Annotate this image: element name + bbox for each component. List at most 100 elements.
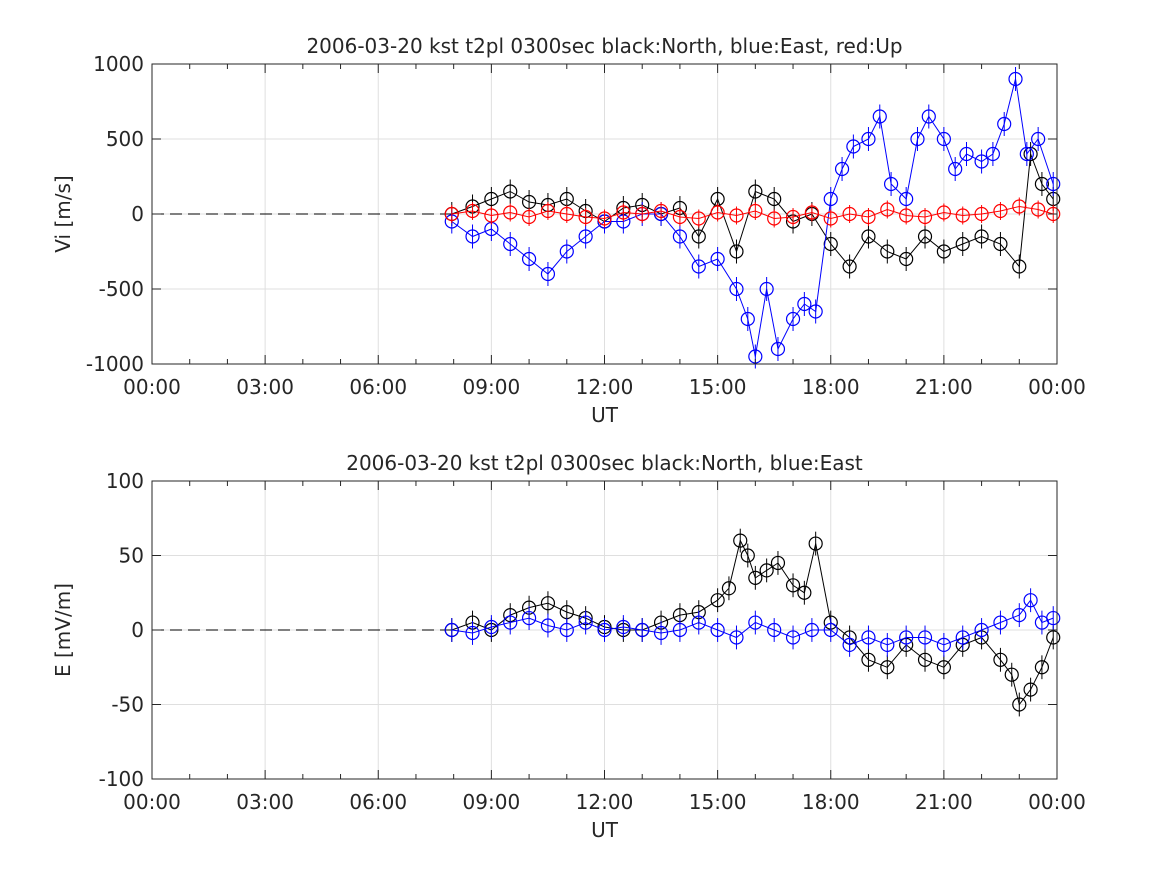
- velocity-series-2-point: [597, 211, 612, 226]
- velocity-series-layer: [444, 67, 1061, 369]
- velocity-x-tick-label: 15:00: [689, 375, 747, 399]
- electric-field-series-1-point: [540, 618, 556, 633]
- electric-field-series-0-point: [917, 652, 933, 667]
- velocity-x-tick-label: 06:00: [349, 375, 407, 399]
- electric-field-series-0-point: [1046, 630, 1061, 645]
- electric-field-series-1-point: [804, 622, 819, 638]
- electric-field-series-1-point: [899, 630, 914, 645]
- velocity-series-1-point: [710, 251, 725, 267]
- velocity-series-0-point: [767, 191, 782, 207]
- electric-field-x-tick-label: 06:00: [349, 790, 407, 814]
- velocity-series-2-point: [616, 205, 631, 220]
- velocity-series-0-point: [1034, 176, 1050, 192]
- velocity-y-tick-label: -500: [99, 277, 144, 301]
- velocity-series-1-point: [672, 229, 688, 244]
- electric-field-y-tick-label: -100: [99, 767, 144, 791]
- electric-field-series-1-point: [1023, 593, 1038, 608]
- velocity-series-1-point: [759, 281, 774, 297]
- velocity-series-1-point: [578, 229, 593, 244]
- velocity-series-1-point: [1031, 131, 1046, 147]
- velocity-series-0-point: [861, 229, 876, 244]
- electric-field-series-layer: [444, 528, 1061, 717]
- velocity-series-1-point: [785, 311, 801, 327]
- velocity-series-1-point: [959, 146, 974, 162]
- electric-field-series-0-point: [710, 593, 725, 608]
- velocity-series-1-point: [861, 131, 876, 147]
- velocity-series-0-point: [691, 229, 706, 244]
- velocity-series-1-point: [883, 176, 899, 192]
- electric-field-series-1-point: [936, 637, 951, 653]
- electric-field-series-1-point: [444, 622, 459, 638]
- velocity-series-1-point: [846, 139, 861, 154]
- velocity-series-0-point: [880, 244, 895, 259]
- electric-field-y-axis-label: E [mV/m]: [51, 583, 75, 677]
- velocity-series-1-point: [540, 266, 556, 282]
- velocity-series-1-point: [910, 131, 925, 147]
- velocity-series-2-point: [1012, 199, 1027, 214]
- velocity-series-2-point: [578, 209, 593, 225]
- velocity-series-2-point: [748, 203, 763, 219]
- velocity-series-0-point: [842, 259, 857, 274]
- velocity-series-1-point: [465, 229, 480, 244]
- velocity-series-2-point: [635, 206, 650, 222]
- electric-field-series-1-point: [880, 637, 895, 653]
- electric-field-x-tick-label: 00:00: [1028, 790, 1086, 814]
- electric-field-x-tick-label: 21:00: [915, 790, 973, 814]
- electric-field-series-1-point: [993, 615, 1008, 630]
- velocity-series-2-point: [804, 205, 819, 220]
- velocity-chart-title: 2006-03-20 kst t2pl 0300sec black:North,…: [306, 34, 902, 58]
- electric-field-series-1-point: [917, 630, 933, 645]
- velocity-series-1-point: [797, 296, 812, 312]
- velocity-x-tick-label: 09:00: [463, 375, 521, 399]
- velocity-y-tick-label: 1000: [93, 52, 144, 76]
- velocity-x-tick-label: 12:00: [576, 375, 634, 399]
- velocity-series-0-point: [729, 244, 744, 259]
- electric-field-y-tick-labels: 100 50 0 -50 -100: [99, 469, 144, 791]
- electric-field-series-1-point: [521, 610, 537, 626]
- velocity-series-2-point: [1046, 206, 1061, 222]
- velocity-series-2-point: [767, 211, 782, 226]
- electric-field-x-tick-label: 12:00: [576, 790, 634, 814]
- velocity-series-0-point: [899, 251, 914, 267]
- velocity-series-2-point: [899, 208, 914, 223]
- velocity-series-2-point: [842, 206, 857, 222]
- velocity-series-0-point: [955, 236, 970, 252]
- velocity-series-1-point: [936, 131, 951, 147]
- electric-field-series-1-point: [597, 622, 612, 638]
- velocity-series-2-point: [880, 202, 895, 217]
- electric-field-y-tick-label: -50: [111, 693, 144, 717]
- electric-field-chart-title: 2006-03-20 kst t2pl 0300sec black:North,…: [346, 451, 863, 475]
- velocity-series-1-point: [948, 161, 963, 177]
- velocity-ticks: [151, 63, 1058, 365]
- velocity-series-0-line: [451, 153, 1054, 268]
- velocity-series-0: [444, 142, 1061, 279]
- velocity-series-2-point: [823, 211, 838, 226]
- velocity-series-2-point: [503, 205, 518, 220]
- electric-field-series-1-point: [767, 622, 782, 638]
- electric-field-series-1-point: [578, 615, 593, 630]
- velocity-y-axis-label: Vi [m/s]: [51, 175, 75, 252]
- electric-field-series-1: [444, 588, 1061, 657]
- electric-field-series-0-point: [861, 652, 876, 667]
- electric-field-x-tick-label: 03:00: [236, 790, 294, 814]
- electric-field-series-0-point: [808, 536, 823, 551]
- electric-field-series-1-point: [729, 630, 744, 645]
- velocity-series-1-point: [521, 251, 537, 267]
- velocity-y-tick-label: 0: [131, 202, 144, 226]
- velocity-series-1-point: [1008, 71, 1023, 87]
- velocity-series-2-point: [559, 206, 574, 222]
- velocity-series-1-point: [1019, 146, 1034, 162]
- velocity-series-2-point: [672, 209, 688, 225]
- electric-field-series-0-point: [770, 555, 786, 571]
- electric-field-series-1-point: [955, 630, 970, 645]
- velocity-series-1-line: [451, 78, 1054, 357]
- velocity-series-0-point: [917, 229, 933, 244]
- electric-field-series-1-point: [503, 615, 518, 630]
- electric-field-x-tick-label: 18:00: [802, 790, 860, 814]
- velocity-series-2-point: [1031, 202, 1046, 217]
- velocity-y-tick-label: -1000: [86, 352, 144, 376]
- velocity-series-2-point: [521, 209, 537, 225]
- electric-field-series-0-point: [740, 548, 755, 563]
- velocity-series-1-point: [1046, 176, 1061, 192]
- electric-field-y-tick-label: 100: [106, 469, 144, 493]
